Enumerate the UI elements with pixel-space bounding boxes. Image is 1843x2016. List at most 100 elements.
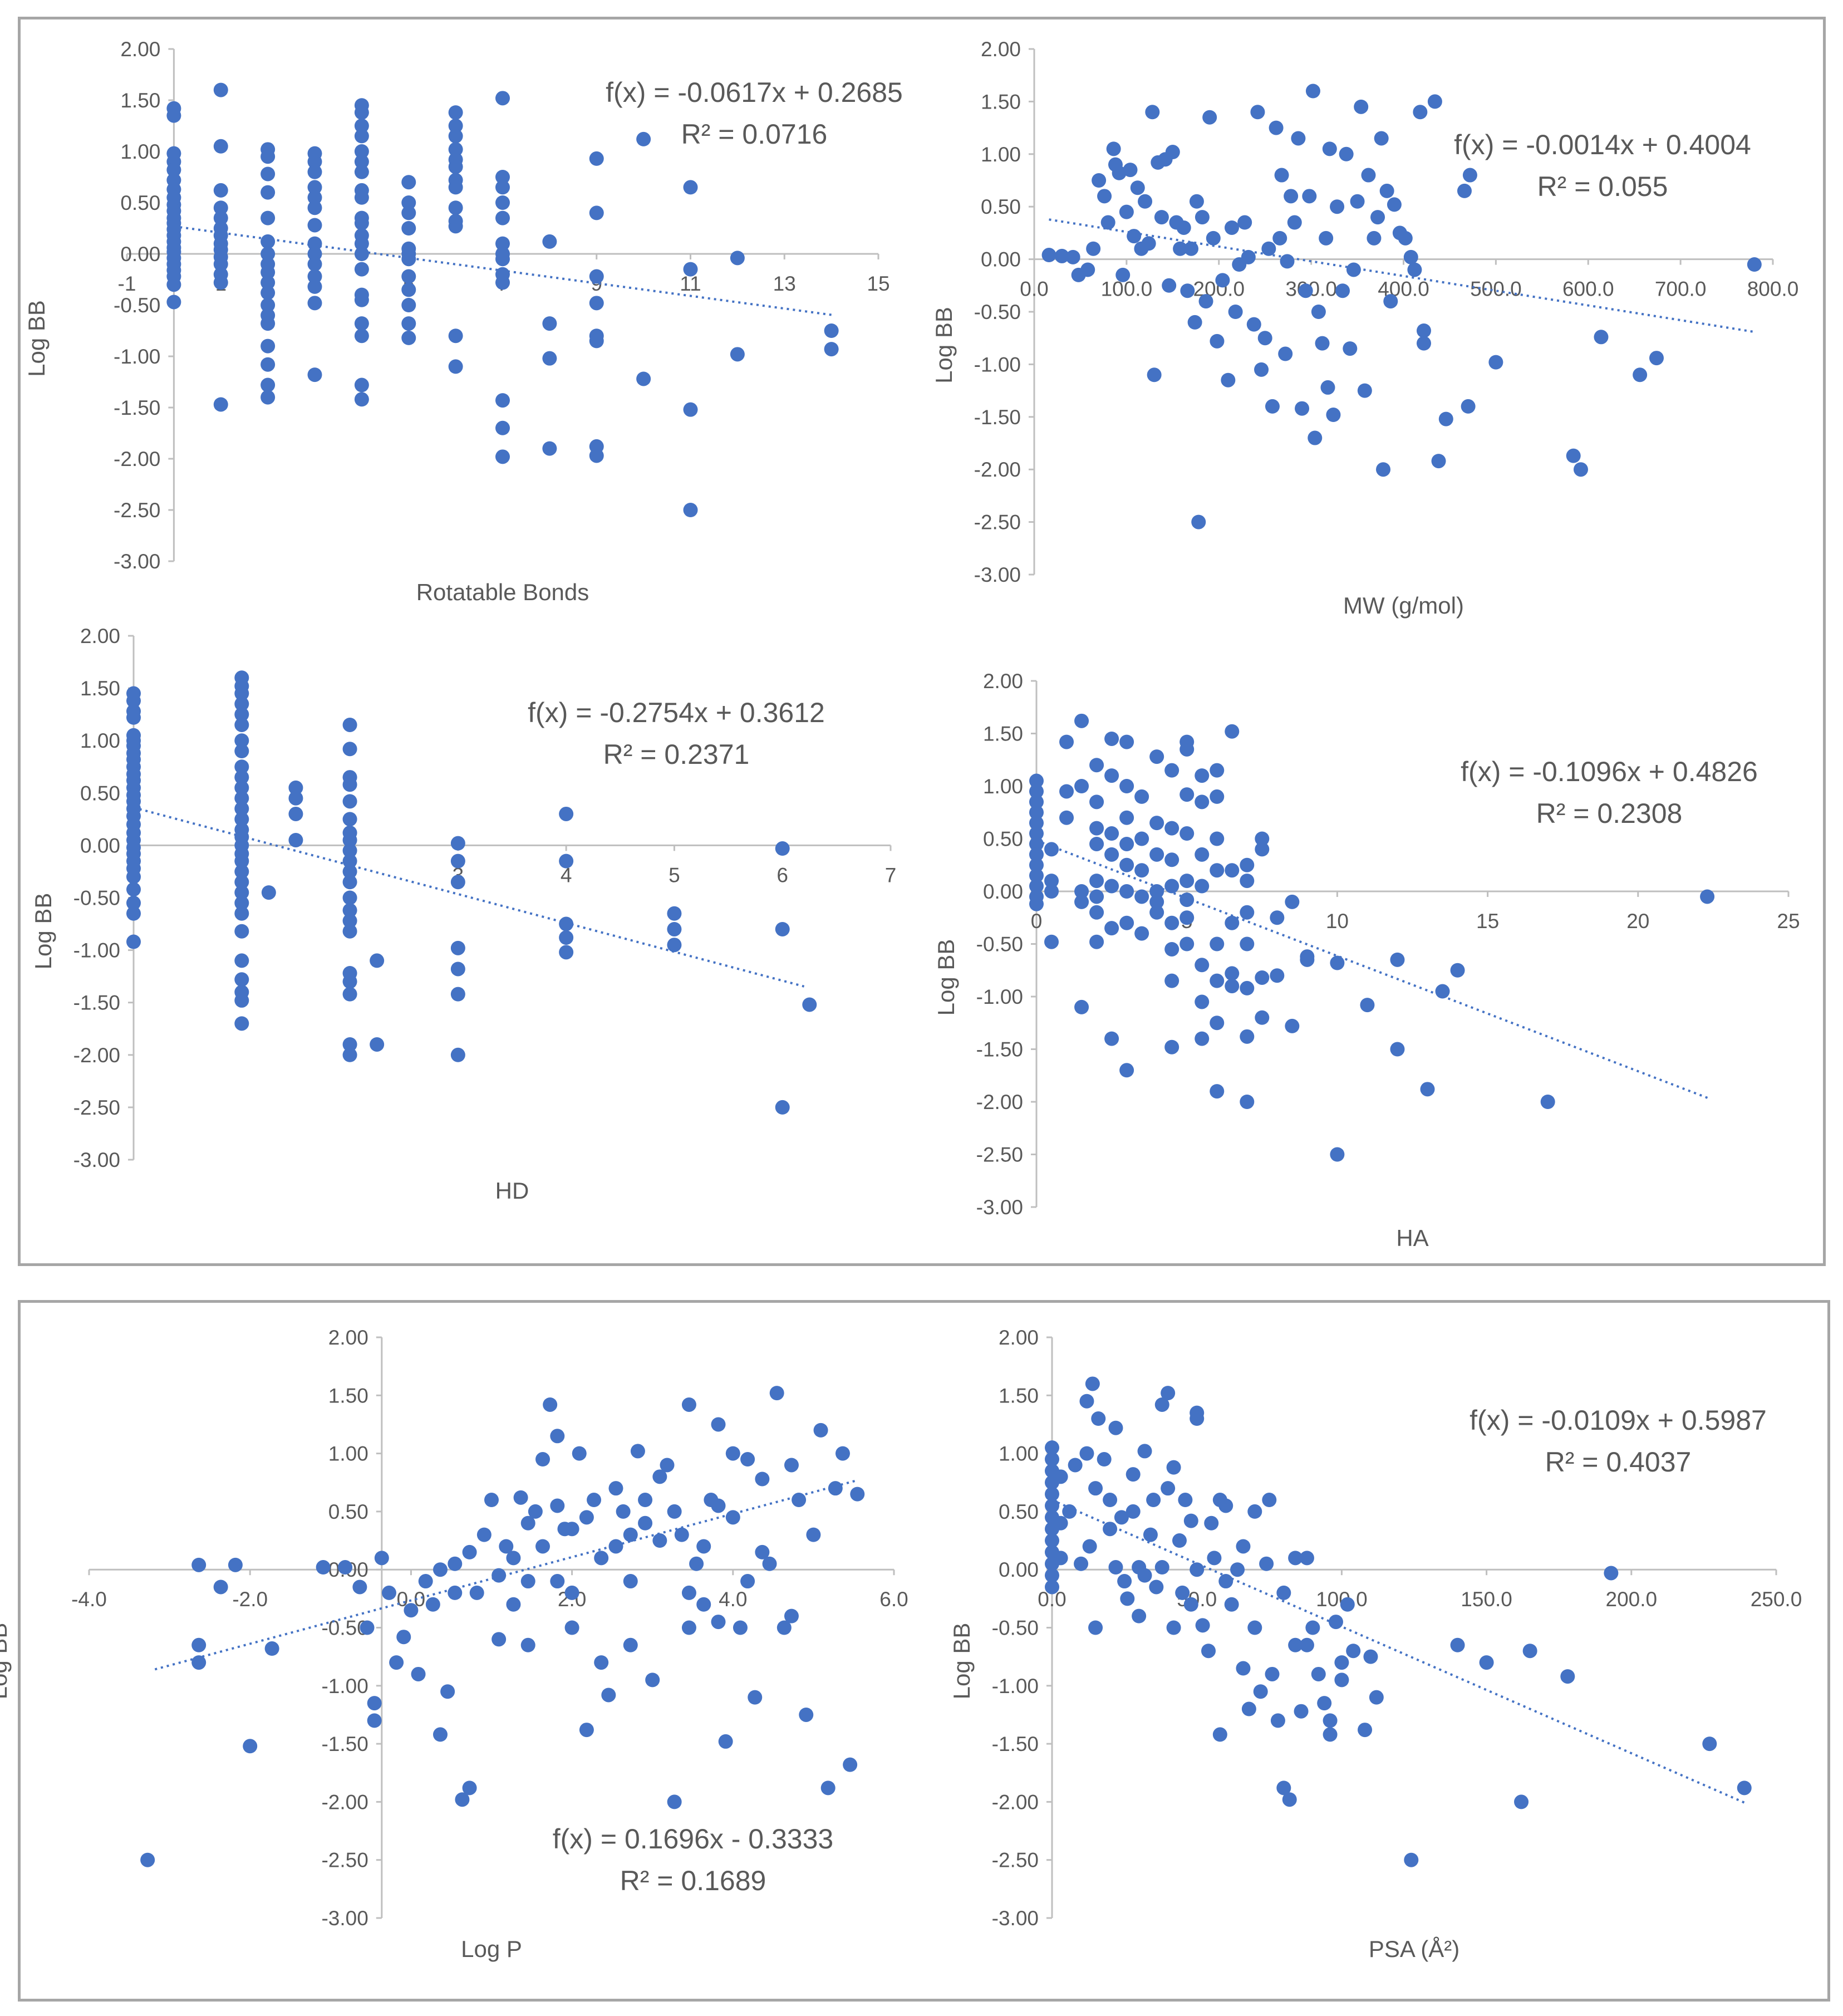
data-point (1164, 973, 1179, 988)
y-tick-label: -3.00 (974, 563, 1021, 586)
data-point (550, 1498, 565, 1513)
data-point (1119, 1063, 1134, 1078)
data-point (448, 359, 463, 374)
data-point (307, 154, 322, 169)
data-point (166, 108, 181, 123)
data-point (360, 1620, 375, 1635)
data-point (1029, 857, 1044, 872)
data-point (550, 1574, 565, 1589)
data-point (718, 1734, 733, 1749)
data-point (1104, 847, 1119, 862)
data-point (261, 885, 276, 900)
data-point (450, 875, 465, 890)
data-point (1161, 1386, 1176, 1401)
data-point (401, 269, 416, 284)
y-tick-label: -2.50 (321, 1849, 368, 1872)
data-point (711, 1498, 726, 1513)
data-point (448, 129, 463, 144)
data-point (389, 1655, 404, 1670)
data-point (1134, 926, 1149, 941)
y-tick-label: -3.00 (992, 1907, 1039, 1930)
y-tick-label: -1.50 (73, 992, 120, 1014)
data-point (1079, 1446, 1094, 1461)
data-point (1029, 826, 1044, 841)
data-point (342, 1037, 357, 1052)
y-tick-label: 2.00 (981, 38, 1021, 61)
data-point (367, 1713, 382, 1728)
data-point (1288, 1551, 1303, 1566)
data-point (594, 1655, 609, 1670)
data-point (1082, 1539, 1097, 1554)
data-point (623, 1637, 638, 1652)
data-point (1149, 816, 1164, 831)
data-point (1130, 180, 1145, 195)
data-point (1126, 1504, 1141, 1519)
data-point (495, 275, 510, 290)
data-point (1108, 1560, 1123, 1575)
y-axis-title: Log BB (931, 307, 957, 384)
y-tick-label: -1.00 (114, 345, 160, 368)
data-point (1103, 1522, 1118, 1537)
data-point (401, 330, 416, 345)
y-tick-label: -1.50 (321, 1733, 368, 1755)
data-point (660, 1458, 675, 1473)
data-point (213, 183, 228, 198)
data-point (1323, 1713, 1338, 1728)
data-point (1029, 784, 1044, 799)
y-tick-label: -1.50 (992, 1733, 1039, 1755)
data-point (401, 175, 416, 190)
data-point (126, 906, 141, 921)
data-point (401, 252, 416, 267)
data-point (213, 397, 228, 412)
data-point (234, 717, 249, 732)
data-point (1346, 1644, 1361, 1659)
data-point (559, 806, 574, 821)
data-point (1311, 305, 1326, 319)
y-tick-label: 1.50 (120, 89, 160, 112)
data-point (1045, 1498, 1059, 1513)
data-point (828, 1481, 843, 1496)
data-point (1240, 1029, 1255, 1044)
data-point (740, 1574, 755, 1589)
data-point (1044, 934, 1059, 949)
data-point (234, 1016, 249, 1031)
data-point (342, 1047, 357, 1062)
data-point (667, 1794, 682, 1809)
data-point (342, 843, 357, 858)
data-point (802, 997, 817, 1012)
data-point (1112, 165, 1127, 180)
data-point (1522, 1644, 1537, 1659)
data-point (234, 993, 249, 1008)
data-point (1164, 821, 1179, 836)
data-point (1255, 842, 1270, 857)
data-point (1164, 852, 1179, 867)
data-point (843, 1757, 858, 1772)
x-tick-label: 10 (1326, 910, 1349, 933)
data-point (769, 1386, 784, 1401)
data-point (1262, 1493, 1277, 1508)
data-point (1450, 1637, 1465, 1652)
data-point (1278, 346, 1293, 361)
data-point (1280, 254, 1295, 269)
trend-line (1049, 218, 1755, 333)
data-point (126, 693, 141, 708)
data-point (1145, 105, 1160, 120)
data-point (630, 1444, 645, 1459)
data-point (448, 1556, 463, 1571)
data-point (228, 1557, 243, 1572)
data-point (636, 131, 651, 146)
data-point (1323, 1727, 1338, 1742)
data-point (1240, 980, 1255, 995)
data-point (1369, 1690, 1384, 1705)
data-point (1119, 810, 1134, 825)
y-tick-label: -3.00 (976, 1196, 1023, 1219)
data-point (234, 780, 249, 795)
data-point (636, 371, 651, 386)
data-point (1210, 333, 1225, 349)
data-point (1041, 248, 1056, 263)
data-point (1149, 884, 1164, 899)
